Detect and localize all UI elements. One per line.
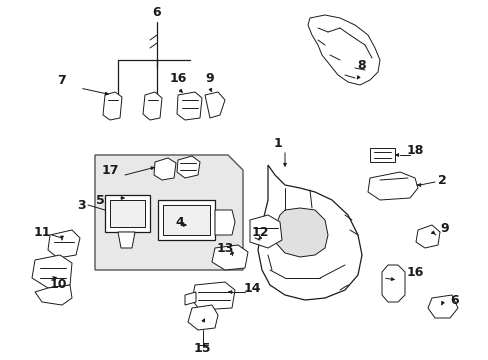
Text: 2: 2 bbox=[437, 174, 446, 186]
Polygon shape bbox=[307, 15, 379, 85]
Polygon shape bbox=[204, 92, 224, 118]
Text: 17: 17 bbox=[101, 163, 119, 176]
Text: 9: 9 bbox=[205, 72, 214, 85]
Polygon shape bbox=[369, 148, 394, 162]
Polygon shape bbox=[177, 92, 202, 120]
Text: 6: 6 bbox=[450, 293, 458, 306]
Polygon shape bbox=[427, 295, 457, 318]
Text: 11: 11 bbox=[33, 225, 51, 239]
Polygon shape bbox=[35, 285, 72, 305]
Text: 12: 12 bbox=[251, 225, 268, 239]
Text: 4: 4 bbox=[175, 216, 184, 229]
Polygon shape bbox=[142, 92, 162, 120]
Polygon shape bbox=[158, 200, 215, 240]
Polygon shape bbox=[381, 265, 404, 302]
Text: 15: 15 bbox=[193, 342, 210, 355]
Polygon shape bbox=[258, 165, 361, 300]
Polygon shape bbox=[103, 92, 122, 120]
Text: 13: 13 bbox=[216, 242, 233, 255]
Text: 14: 14 bbox=[243, 282, 260, 294]
Polygon shape bbox=[215, 210, 235, 235]
Polygon shape bbox=[367, 172, 417, 200]
Polygon shape bbox=[187, 305, 218, 330]
Polygon shape bbox=[118, 232, 135, 248]
Text: 8: 8 bbox=[357, 59, 366, 72]
Polygon shape bbox=[184, 292, 196, 305]
Polygon shape bbox=[415, 225, 439, 248]
Polygon shape bbox=[48, 230, 80, 258]
Text: 6: 6 bbox=[152, 5, 161, 18]
Text: 1: 1 bbox=[273, 136, 282, 149]
Text: 16: 16 bbox=[169, 72, 186, 85]
Text: 9: 9 bbox=[440, 221, 448, 234]
Polygon shape bbox=[32, 255, 72, 288]
Polygon shape bbox=[273, 208, 327, 257]
Polygon shape bbox=[163, 205, 209, 235]
Polygon shape bbox=[154, 158, 176, 180]
Polygon shape bbox=[95, 155, 243, 270]
Polygon shape bbox=[192, 282, 235, 310]
Text: 16: 16 bbox=[406, 266, 423, 279]
Polygon shape bbox=[249, 215, 282, 248]
Text: 3: 3 bbox=[78, 198, 86, 212]
Polygon shape bbox=[177, 156, 200, 178]
Polygon shape bbox=[212, 245, 247, 270]
Polygon shape bbox=[105, 195, 150, 232]
Text: 5: 5 bbox=[96, 194, 104, 207]
Text: 7: 7 bbox=[58, 73, 66, 86]
Text: 10: 10 bbox=[49, 279, 67, 292]
Polygon shape bbox=[110, 200, 145, 227]
Text: 18: 18 bbox=[406, 144, 423, 157]
